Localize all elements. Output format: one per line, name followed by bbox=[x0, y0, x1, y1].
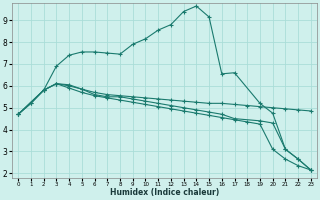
X-axis label: Humidex (Indice chaleur): Humidex (Indice chaleur) bbox=[110, 188, 219, 197]
